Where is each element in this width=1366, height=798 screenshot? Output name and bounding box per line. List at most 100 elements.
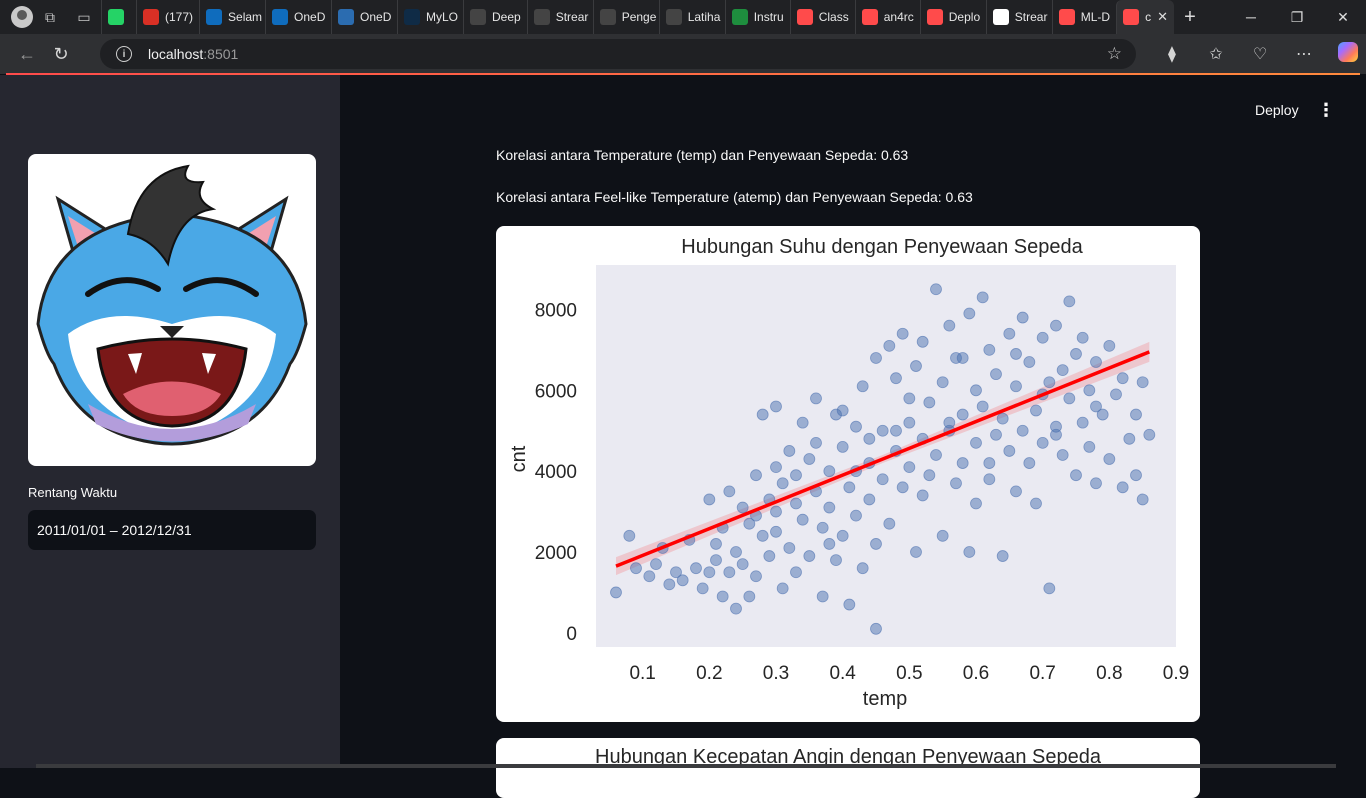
restore-button[interactable]: ❐	[1290, 8, 1304, 25]
browser-tab[interactable]: ML-D	[1051, 0, 1116, 34]
scatter-point	[883, 517, 896, 530]
reload-button[interactable]: ↻	[53, 43, 69, 64]
browser-tab[interactable]: Class	[789, 0, 855, 34]
scatter-point	[690, 562, 702, 575]
browser-tab[interactable]: an4rc	[854, 0, 920, 34]
scatter-point	[1050, 319, 1062, 332]
scatter-point	[890, 424, 902, 437]
scatter-point	[1136, 376, 1149, 389]
scatter-point	[976, 291, 989, 304]
browser-tab[interactable]: OneD	[265, 0, 331, 34]
window-controls: ─ ❐ ✕	[1228, 9, 1366, 26]
new-tab-button[interactable]: +	[1184, 5, 1196, 28]
g-icon	[599, 9, 616, 25]
x-tick-label: 0.5	[896, 663, 922, 684]
browser-tab[interactable]: Penge	[592, 0, 659, 34]
copilot-icon[interactable]	[1326, 41, 1366, 67]
url-port: :8501	[203, 46, 239, 62]
main-content: Deploy ⋮ Korelasi antara Temperature (te…	[340, 75, 1366, 798]
streamlit-icon	[861, 9, 878, 25]
toolbar-icons: ⧫ ✩ ♡ ⋯	[1150, 34, 1366, 74]
browser-tab[interactable]: Latiha	[658, 0, 725, 34]
browser-tab[interactable]: Instru	[724, 0, 790, 34]
scatter-point	[1010, 380, 1022, 393]
wind-chart-title: Hubungan Kecepatan Angin dengan Penyewaa…	[595, 746, 1101, 768]
x-tick-label: 0.9	[1163, 663, 1189, 684]
scatter-point	[703, 566, 716, 579]
scatter-point	[836, 529, 849, 542]
scatter-point	[883, 339, 896, 352]
scatter-point	[983, 457, 996, 469]
scatter-point	[650, 558, 662, 571]
x-tick-label: 0.8	[1096, 663, 1122, 684]
scatter-point	[916, 489, 929, 502]
browser-tab[interactable]: Selam	[199, 0, 265, 34]
browser-tab[interactable]	[101, 0, 136, 34]
mylo-icon	[338, 9, 355, 25]
scatter-point	[836, 441, 849, 453]
browser-tab-label: Penge	[621, 10, 657, 24]
horizontal-scrollbar[interactable]	[36, 764, 1336, 768]
scatter-point	[1043, 376, 1056, 389]
more-menu-icon[interactable]: ⋯	[1296, 46, 1312, 63]
favorite-star-icon[interactable]: ☆	[1106, 44, 1122, 63]
main-menu-icon[interactable]: ⋮	[1317, 100, 1335, 120]
url-field[interactable]: i localhost:8501 ☆	[100, 39, 1136, 69]
scatter-point	[856, 380, 869, 393]
scatter-point	[863, 432, 876, 445]
scatter-point	[850, 509, 862, 522]
scatter-point	[1043, 582, 1056, 595]
close-tab-icon[interactable]: ✕	[1157, 9, 1169, 24]
workspaces-icon[interactable]: ⧉	[45, 8, 55, 25]
scatter-point	[990, 428, 1002, 441]
browser-tab[interactable]: Deplo	[919, 0, 986, 34]
scatter-point	[810, 392, 822, 405]
scatter-point	[876, 473, 889, 486]
github-icon	[992, 9, 1009, 25]
minimize-button[interactable]: ─	[1246, 8, 1256, 25]
site-info-icon[interactable]: i	[116, 46, 132, 62]
browser-tab-label: OneD	[294, 10, 326, 24]
scatter-point	[1076, 416, 1089, 429]
scatter-point	[1070, 348, 1082, 360]
browser-tab-label: Latiha	[687, 10, 721, 24]
scatter-point	[1063, 392, 1076, 405]
scatter-point	[796, 416, 809, 429]
scatter-point	[1056, 449, 1069, 461]
scatter-point	[1103, 453, 1116, 465]
browser-tab[interactable]: Deep	[463, 0, 527, 34]
scatter-point	[623, 529, 636, 542]
browser-tab[interactable]: Strear	[526, 0, 593, 34]
scatter-point	[790, 469, 802, 482]
scatter-point	[870, 352, 882, 364]
extensions-icon[interactable]: ⧫	[1168, 46, 1176, 63]
scatter-point	[956, 408, 969, 421]
tab-actions-icon[interactable]: ▭	[77, 8, 91, 25]
browser-tab[interactable]: Strear	[985, 0, 1052, 34]
x-tick-label: 0.7	[1029, 663, 1055, 684]
back-button[interactable]: ←	[18, 43, 36, 64]
onedrive-icon	[272, 9, 289, 25]
scatter-point	[1090, 400, 1102, 413]
scatter-point	[736, 558, 749, 571]
scatter-point	[843, 598, 856, 611]
browser-tab-label: MyLO	[426, 10, 459, 24]
close-window-button[interactable]: ✕	[1337, 8, 1349, 25]
chart-title: Hubungan Suhu dengan Penyewaan Sepeda	[681, 236, 1083, 258]
scatter-point	[870, 538, 882, 550]
browser-essentials-icon[interactable]: ♡	[1252, 46, 1268, 63]
browser-tab[interactable]: c ✕	[1116, 0, 1175, 34]
browser-tab[interactable]: OneD	[331, 0, 397, 34]
scatter-point	[1130, 408, 1142, 421]
browser-tab-label: Deplo	[948, 10, 981, 24]
scatter-point	[1056, 364, 1069, 377]
date-range-input[interactable]: 2011/01/01 – 2012/12/31	[28, 510, 316, 550]
url-host: localhost	[148, 46, 204, 62]
deploy-button[interactable]: Deploy	[1255, 102, 1299, 118]
favorites-icon[interactable]: ✩	[1209, 46, 1223, 63]
browser-tab[interactable]: MyLO	[397, 0, 463, 34]
regression-line	[615, 350, 1150, 568]
profile-avatar-icon[interactable]	[11, 6, 33, 28]
scatter-point	[796, 513, 809, 526]
browser-tab[interactable]: (177)	[136, 0, 199, 34]
